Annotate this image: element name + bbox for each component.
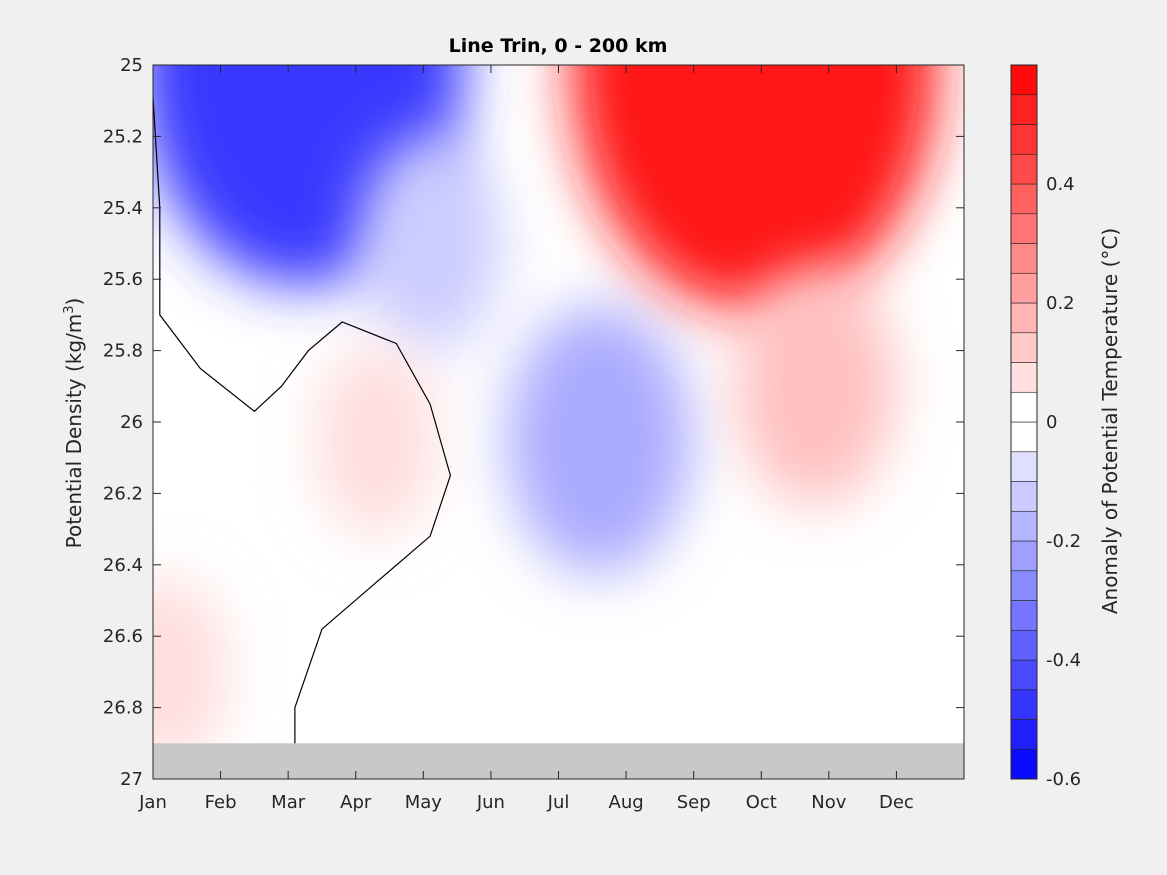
colorbar-segment [1010, 391, 1038, 423]
colorbar-segment [1010, 510, 1038, 542]
x-tick-label: Feb [205, 792, 237, 813]
colorbar-segment [1010, 689, 1038, 720]
y-tick-label: 26.4 [103, 555, 143, 576]
y-tick-label: 25 [120, 55, 143, 76]
zero-contour [153, 97, 452, 744]
colorbar-segment [1010, 332, 1038, 363]
colorbar-tick-label: 0 [1046, 412, 1057, 433]
colorbar-tick-label: 0.4 [1046, 174, 1075, 195]
anomaly-blob-6 [153, 576, 228, 768]
y-axis-label-main: Potential Density (kg/m [62, 314, 86, 549]
y-axis-label-superscript: 3 [62, 305, 77, 313]
colorbar-segment [1010, 94, 1038, 125]
x-tick-label: Sep [677, 792, 711, 813]
x-axis: Jan Feb Mar Apr May Jun Jul Aug Sep Oct Nov Dec [138, 65, 914, 813]
colorbar-tick-label: -0.6 [1046, 769, 1081, 790]
anomaly-blob-1 [358, 135, 502, 352]
y-tick-label: 25.4 [103, 198, 143, 219]
y-tick-label: 25.6 [103, 269, 143, 290]
colorbar-ticks: -0.6 -0.4 -0.2 0 0.2 0.4 [1046, 174, 1081, 790]
anomaly-blob-4 [571, 65, 938, 311]
colorbar-segment [1010, 153, 1038, 185]
colorbar-segment [1010, 719, 1038, 750]
colorbar-tick-label: -0.2 [1046, 531, 1081, 552]
colorbar-segment [1010, 540, 1038, 572]
colorbar-label: Anomaly of Potential Temperature (°C) [1098, 228, 1122, 614]
y-tick-label: 26.6 [103, 626, 143, 647]
colorbar-segment [1010, 600, 1038, 631]
colorbar-frame [1010, 64, 1038, 780]
x-tick-label: Oct [746, 792, 777, 813]
colorbar-segment [1010, 124, 1038, 155]
x-tick-label: Jul [547, 792, 570, 813]
colorbar-segment [1010, 421, 1038, 453]
colorbar-segment [1010, 481, 1038, 512]
x-tick-label: Aug [609, 792, 644, 813]
y-tick-label: 26.8 [103, 698, 143, 719]
colorbar-segment [1010, 243, 1038, 274]
chart-title: Line Trin, 0 - 200 km [449, 35, 668, 57]
colorbar-segment [1010, 64, 1038, 96]
x-tick-label: Jun [476, 792, 505, 813]
x-tick-label: Dec [879, 792, 914, 813]
colorbar-segment [1010, 451, 1038, 482]
anomaly-blob-2 [507, 305, 692, 574]
y-tick-label: 27 [120, 769, 143, 790]
colorbar-segment [1010, 748, 1038, 780]
colorbar-segment [1010, 183, 1038, 215]
anomaly-blob-3 [315, 344, 437, 536]
x-tick-label: Apr [340, 792, 372, 813]
colorbar-segments [1010, 64, 1038, 780]
plot-area: Jan Feb Mar Apr May Jun Jul Aug Sep Oct Nov Dec 252… [103, 55, 965, 813]
anomaly-blob-5 [736, 268, 895, 505]
y-tick-label: 26.2 [103, 483, 143, 504]
y-axis: 25 25.2 25.4 25.6 25.8 26 26.2 26.4 26.6 26.8 27 [103, 55, 964, 790]
colorbar-segment [1010, 362, 1038, 393]
anomaly-layer [153, 65, 938, 768]
colorbar-segment [1010, 629, 1038, 661]
colorbar-segment [1010, 272, 1038, 304]
y-tick-label: 26 [120, 412, 143, 433]
y-axis-label: Potential Density (kg/m3) [62, 298, 86, 549]
y-tick-label: 25.2 [103, 126, 143, 147]
x-tick-label: Mar [271, 792, 306, 813]
colorbar-segment [1010, 302, 1038, 334]
colorbar-tick-label: -0.4 [1046, 650, 1081, 671]
x-tick-label: May [405, 792, 443, 813]
x-tick-label: Jan [138, 792, 167, 813]
colorbar-segment [1010, 659, 1038, 691]
colorbar: -0.6 -0.4 -0.2 0 0.2 0.4 [1010, 64, 1081, 790]
y-tick-label: 25.8 [103, 341, 143, 362]
colorbar-segment [1010, 213, 1038, 244]
colorbar-segment [1010, 570, 1038, 601]
x-tick-label: Nov [811, 792, 846, 813]
y-axis-label-close: ) [62, 298, 86, 306]
colorbar-tick-label: 0.2 [1046, 293, 1075, 314]
